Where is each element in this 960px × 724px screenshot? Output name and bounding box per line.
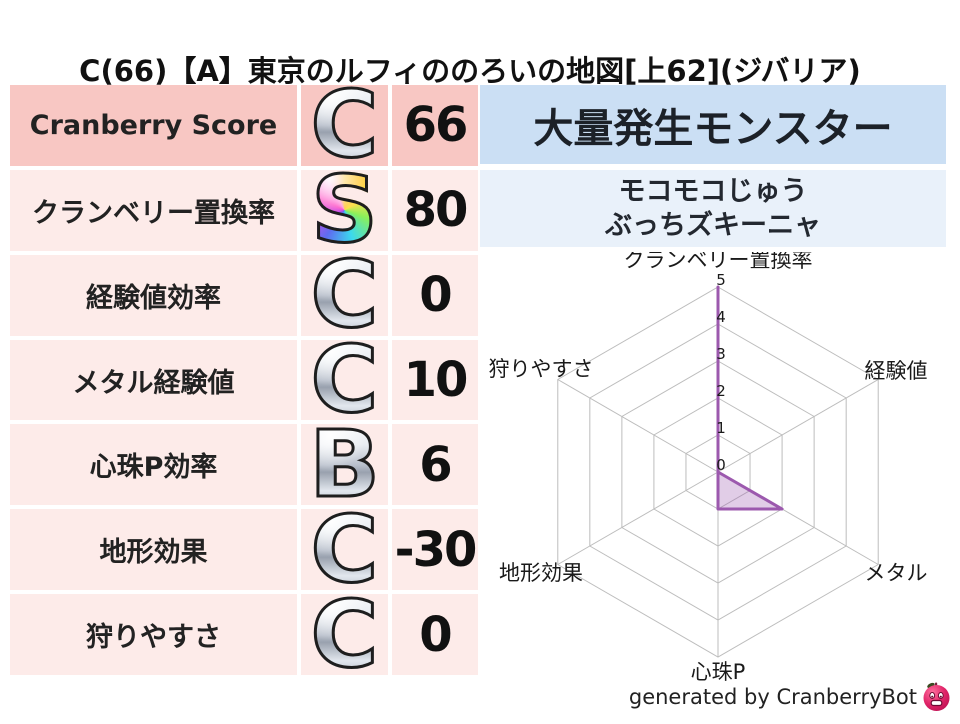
score-label: 経験値効率 [10, 254, 297, 336]
grade-letter-icon: C [309, 71, 380, 179]
score-value: 80 [392, 169, 478, 251]
radar-axis-label: 地形効果 [499, 561, 583, 585]
radar-axis-label: クランベリー置換率 [624, 252, 813, 272]
score-row: Cranberry Score C 66 [10, 77, 478, 172]
grade-letter-icon: S [310, 156, 379, 264]
radar-tick-label: 0 [716, 456, 726, 474]
score-value: 6 [392, 424, 478, 506]
score-row: 狩りやすさ C 0 [10, 587, 478, 682]
score-label: クランベリー置換率 [10, 169, 297, 251]
score-label: メタル経験値 [10, 339, 297, 421]
score-label: 心珠P効率 [10, 424, 297, 506]
grade-letter-icon: C [309, 495, 380, 603]
grade-cell: C [301, 247, 388, 342]
credit: generated by CranberryBot [629, 681, 952, 712]
grade-cell: C [301, 502, 388, 597]
radar-data-polygon [716, 285, 784, 511]
radar-tick-label: 1 [716, 419, 726, 437]
score-row: 地形効果 C -30 [10, 502, 478, 597]
grade-cell: C [301, 332, 388, 427]
grade-cell: C [301, 77, 388, 172]
score-row: 経験値効率 C 0 [10, 247, 478, 342]
radar-spoke [717, 379, 879, 473]
page-title: C(66)【A】東京のルフィののろいの地図[上62](ジバリア) [79, 54, 861, 88]
grade-letter-icon: C [309, 580, 380, 688]
score-label: 狩りやすさ [10, 594, 297, 676]
radar-tick-label: 2 [716, 382, 726, 400]
credit-text: generated by CranberryBot [628, 684, 917, 709]
score-row: クランベリー置換率 S 80 [10, 162, 478, 257]
score-value: 0 [392, 254, 478, 336]
score-label: 地形効果 [10, 509, 297, 591]
score-table: Cranberry Score C 66 クランベリー置換率 S 80 経験値効率 C 0 メタル… [10, 77, 478, 682]
monster-name: モコモコじゅう [618, 175, 808, 207]
monster-name: ぶっちズキーニャ [605, 209, 821, 241]
score-label: Cranberry Score [10, 85, 297, 166]
monster-panel-header: 大量発生モンスター [480, 85, 946, 164]
score-value: 10 [392, 339, 478, 421]
grade-cell: B [301, 417, 388, 512]
grade-cell: S [301, 162, 388, 257]
score-value: 0 [392, 594, 478, 676]
score-value: 66 [392, 85, 478, 166]
grade-cell: C [301, 587, 388, 682]
radar-chart: 0 1 2 3 4 5 クランベリー置換率経験値メタル心珠P 地形効果 狩りやすさ [480, 248, 960, 720]
grade-letter-icon: B [308, 410, 381, 518]
score-row: 心珠P効率 B 6 [10, 417, 478, 512]
radar-axis-label: メタル [865, 561, 928, 585]
monster-names: モコモコじゅう ぶっちズキーニャ [480, 170, 946, 247]
radar-spoke [557, 471, 719, 565]
radar-tick-label: 5 [716, 271, 726, 289]
radar-tick-label: 3 [716, 345, 726, 363]
score-value: -30 [392, 509, 478, 591]
radar-spoke [557, 379, 719, 473]
radar-tick-label: 4 [716, 308, 726, 326]
radar-axis-label: 心珠P [691, 660, 746, 684]
cranberry-mascot-icon [923, 682, 950, 711]
radar-axis-label: 狩りやすさ [489, 357, 594, 381]
grade-letter-icon: C [309, 241, 380, 349]
grade-letter-icon: C [309, 326, 380, 434]
radar-axis-label: 経験値 [865, 359, 928, 383]
score-row: メタル経験値 C 10 [10, 332, 478, 427]
